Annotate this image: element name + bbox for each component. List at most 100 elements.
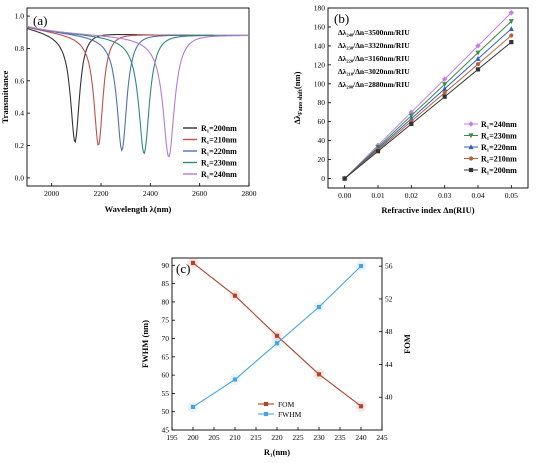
chart-b-annotation: Δλ₂₁₀/Δn=3020nm/RIU bbox=[338, 67, 410, 76]
chart-b-point bbox=[475, 67, 481, 72]
chart-b-legend-marker bbox=[468, 156, 474, 161]
chart-c: 195 200 205 210 215 220 225 230 235 240 245 45 50 55 6… bbox=[140, 257, 412, 457]
chart-c-ytick-left-label: 45 bbox=[162, 426, 170, 435]
chart-b-ticks: 0.00 0.01 0.02 0.03 0.04 0.05 0 20 40 60 80 100 120 1… bbox=[314, 4, 518, 201]
chart-c-point bbox=[274, 333, 280, 338]
chart-a-ytick-label: 1.0 bbox=[15, 12, 25, 21]
chart-c-ytick-left-label: 80 bbox=[162, 297, 170, 306]
chart-c-xtick-label: 220 bbox=[271, 433, 283, 442]
chart-a-ytick-label: 0.6 bbox=[15, 76, 25, 85]
chart-c-legend-label: FOM bbox=[278, 400, 295, 409]
chart-b-point bbox=[475, 61, 481, 67]
chart-c-ytick-left-label: 60 bbox=[162, 371, 170, 380]
chart-b-legend-marker bbox=[468, 167, 474, 173]
chart-b-point bbox=[408, 109, 415, 115]
chart-c-ytick-left-label: 70 bbox=[162, 334, 170, 343]
chart-b-ytick-label: 0 bbox=[321, 174, 325, 183]
chart-b-point bbox=[475, 50, 481, 56]
chart-b-xtick-label: 0.02 bbox=[405, 191, 418, 200]
chart-b-xtick-label: 0.01 bbox=[371, 191, 384, 200]
chart-a-frame bbox=[26, 7, 250, 187]
chart-c-point bbox=[358, 263, 364, 269]
chart-b-xtick-label: 0.03 bbox=[438, 191, 451, 200]
chart-c-xlabel: R₁(nm) bbox=[264, 447, 290, 457]
chart-c-xtick-label: 205 bbox=[208, 433, 220, 442]
chart-c-ytick-right-label: 56 bbox=[385, 262, 393, 271]
chart-c-xtick-label: 225 bbox=[292, 433, 304, 442]
chart-a-ytick-label: 0.4 bbox=[15, 109, 25, 118]
chart-b-point bbox=[509, 40, 514, 45]
chart-b-panel-label: (b) bbox=[334, 11, 349, 26]
chart-b-legend-marker bbox=[468, 133, 474, 139]
chart-c-ytick-left-label: 75 bbox=[162, 316, 170, 325]
chart-c-xtick-label: 210 bbox=[229, 433, 241, 442]
chart-b-series-line bbox=[344, 28, 512, 179]
chart-b-xtick-label: 0.05 bbox=[505, 191, 518, 200]
chart-b-point bbox=[441, 76, 448, 82]
chart-b-legend: R₁=240nm R₁=230nm R₁=220nm R₁=210nm R₁=200nm bbox=[464, 120, 517, 175]
chart-b-ytick-label: 180 bbox=[314, 4, 326, 13]
chart-b-annotations: Δλ₂₄₀/Δn=3500nm/RIU Δλ₂₃₀/Δn=3320nm/RIU Δλ… bbox=[338, 28, 410, 89]
chart-b-xtick-label: 0.00 bbox=[338, 191, 351, 200]
chart-a-ytick-label: 0.2 bbox=[15, 141, 25, 150]
chart-c-ytick-right-label: 48 bbox=[385, 327, 393, 336]
chart-a-legend-label: R₁=200nm bbox=[201, 124, 237, 133]
chart-b-series-line bbox=[344, 12, 512, 179]
chart-a-ticks: 2000 2200 2400 2600 2800 0.0 0.2 0.4 0.6 0.8 1.0 bbox=[15, 12, 257, 198]
chart-c-ticks: 195 200 205 210 215 220 225 230 235 240 245 45 50 55 6… bbox=[162, 261, 393, 442]
chart-b-xlabel: Refractive index Δn(RIU) bbox=[381, 205, 474, 215]
chart-b-frame bbox=[327, 7, 529, 189]
chart-c-ytick-left-label: 90 bbox=[162, 261, 170, 270]
chart-c-xtick-label: 240 bbox=[355, 433, 367, 442]
chart-c-legend-marker bbox=[263, 411, 269, 417]
chart-b-annotation: Δλ₂₄₀/Δn=3500nm/RIU bbox=[338, 28, 410, 37]
chart-a-legend-label: R₁=230nm bbox=[201, 159, 237, 168]
chart-b-point bbox=[375, 149, 381, 154]
chart-b-ylabel: ΔλFano shift(nm) bbox=[292, 71, 304, 124]
chart-a-xtick-label: 2000 bbox=[44, 189, 59, 198]
chart-c-point bbox=[316, 372, 322, 377]
chart-a-legend: R₁=200nm R₁=210nm R₁=220nm R₁=230nm R₁=240nm bbox=[183, 124, 237, 179]
chart-b-point bbox=[442, 94, 447, 99]
chart-b-legend-label: R₁=230nm bbox=[481, 132, 517, 141]
chart-b-legend-marker bbox=[468, 144, 474, 150]
chart-c-point bbox=[274, 341, 280, 346]
chart-b-point bbox=[409, 121, 414, 127]
chart-b-ytick-label: 20 bbox=[318, 155, 326, 164]
chart-c-ytick-right-label: 44 bbox=[385, 360, 393, 369]
chart-b-point bbox=[508, 10, 515, 16]
chart-c-point bbox=[190, 404, 196, 410]
chart-c-ytick-right-label: 52 bbox=[385, 294, 393, 303]
chart-b-annotation: Δλ₂₀₀/Δn=2880nm/RIU bbox=[338, 80, 410, 89]
chart-c-xtick-label: 235 bbox=[334, 433, 346, 442]
chart-b-point bbox=[442, 82, 448, 87]
chart-c-ylabel-left: FWHM (nm) bbox=[140, 320, 150, 368]
chart-a-xtick-label: 2600 bbox=[192, 189, 207, 198]
chart-b-xtick-label: 0.04 bbox=[471, 191, 484, 200]
chart-c-ytick-left-label: 85 bbox=[162, 279, 170, 288]
chart-c-ytick-left-label: 65 bbox=[162, 352, 170, 361]
chart-c-ytick-left-label: 55 bbox=[162, 389, 170, 398]
chart-c-xtick-label: 215 bbox=[250, 433, 262, 442]
chart-c-point bbox=[316, 304, 322, 310]
chart-a-xtick-label: 2400 bbox=[143, 189, 158, 198]
chart-a-legend-label: R₁=240nm bbox=[201, 170, 237, 179]
chart-a-legend-label: R₁=220nm bbox=[201, 147, 237, 156]
chart-c-point bbox=[358, 404, 364, 409]
chart-b-point bbox=[442, 85, 448, 91]
chart-c-legend-marker bbox=[263, 401, 269, 407]
chart-a-legend-label: R₁=210nm bbox=[201, 136, 237, 145]
chart-b-ytick-label: 60 bbox=[318, 117, 326, 126]
chart-a-xlabel: Wavelength λ(nm) bbox=[105, 204, 172, 214]
chart-b-ytick-label: 40 bbox=[318, 136, 326, 145]
chart-b-point bbox=[442, 90, 447, 95]
chart-c-legend-label: FWHM bbox=[278, 410, 302, 419]
chart-c-xtick-label: 230 bbox=[313, 433, 325, 442]
chart-b-ytick-label: 80 bbox=[318, 98, 326, 107]
chart-b-series-line bbox=[344, 41, 512, 179]
chart-b-ytick-label: 100 bbox=[314, 79, 326, 88]
chart-b: 0.00 0.01 0.02 0.03 0.04 0.05 0 20 40 60 80 100 120 1… bbox=[292, 4, 529, 215]
chart-c-xtick-label: 200 bbox=[187, 433, 199, 442]
chart-a-series-group bbox=[26, 25, 249, 158]
